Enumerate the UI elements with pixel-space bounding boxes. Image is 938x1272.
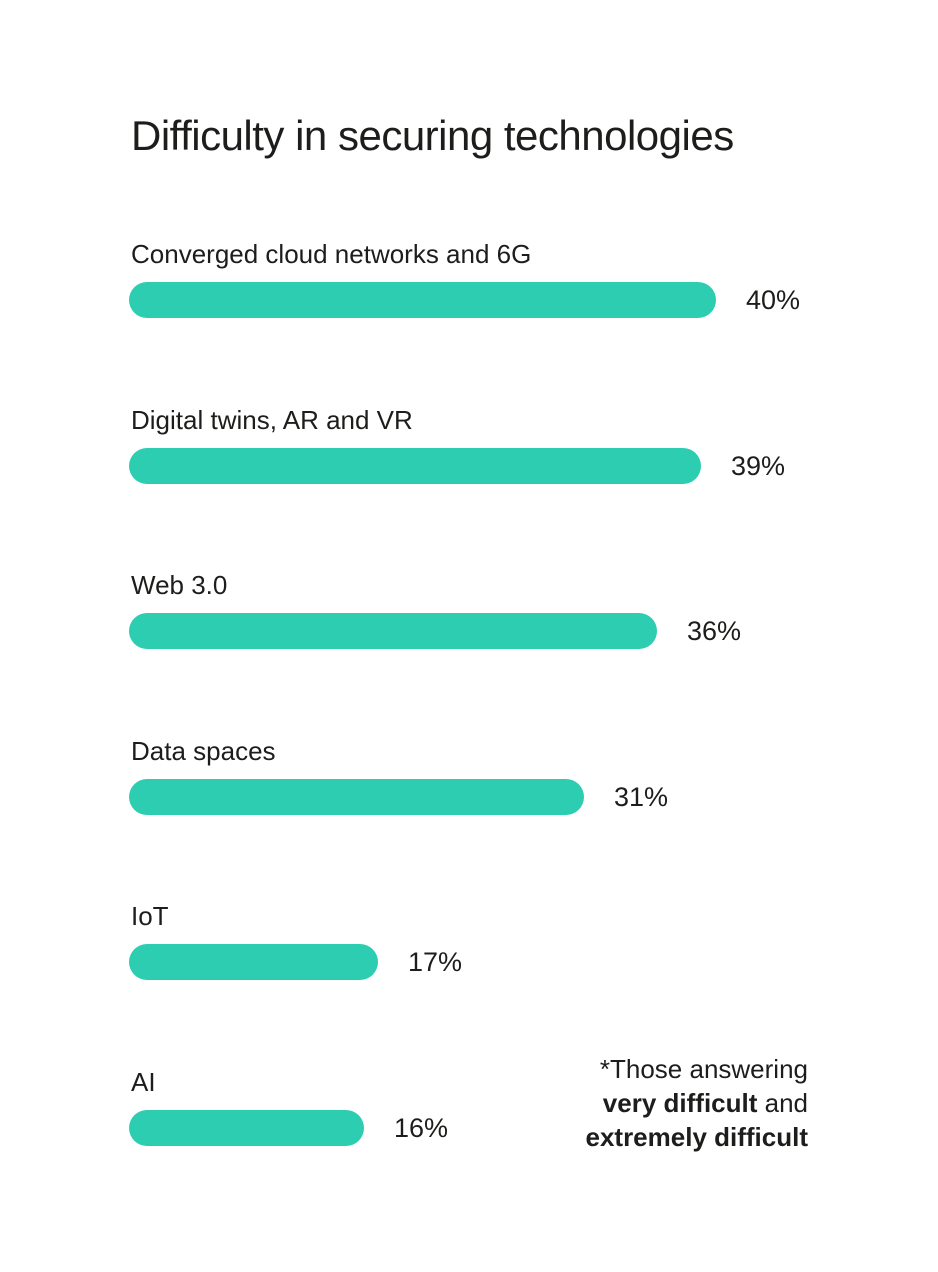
category-label: IoT <box>131 901 169 931</box>
category-label: Digital twins, AR and VR <box>131 404 413 435</box>
footnote-line-1: *Those answering <box>599 1054 808 1084</box>
value-label: 31% <box>614 781 669 812</box>
bar <box>129 1109 364 1146</box>
value-label: 16% <box>394 1112 449 1143</box>
category-label: Data spaces <box>131 735 276 766</box>
footnote-line-3: extremely difficult <box>585 1120 808 1154</box>
bar <box>129 282 716 318</box>
footnote-emphasis-very-difficult: very difficult <box>602 1088 758 1118</box>
value-label: 36% <box>687 616 742 646</box>
footnote-line-2-rest: and <box>757 1088 808 1118</box>
footnote-line-2: very difficult and <box>585 1086 808 1120</box>
value-label: 40% <box>746 285 801 315</box>
category-label: Converged cloud networks and 6G <box>131 239 532 269</box>
value-label: 17% <box>408 947 463 977</box>
bar <box>129 944 378 980</box>
footnote: *Those answering very difficult and extr… <box>585 1052 808 1154</box>
bar <box>129 447 701 484</box>
value-label: 39% <box>731 450 786 481</box>
footnote-emphasis-extremely-difficult: extremely difficult <box>585 1122 808 1152</box>
chart-title: Difficulty in securing technologies <box>131 112 734 159</box>
bar <box>129 778 584 815</box>
bar <box>129 613 657 649</box>
category-label: Web 3.0 <box>131 570 228 600</box>
category-label: AI <box>131 1066 156 1097</box>
